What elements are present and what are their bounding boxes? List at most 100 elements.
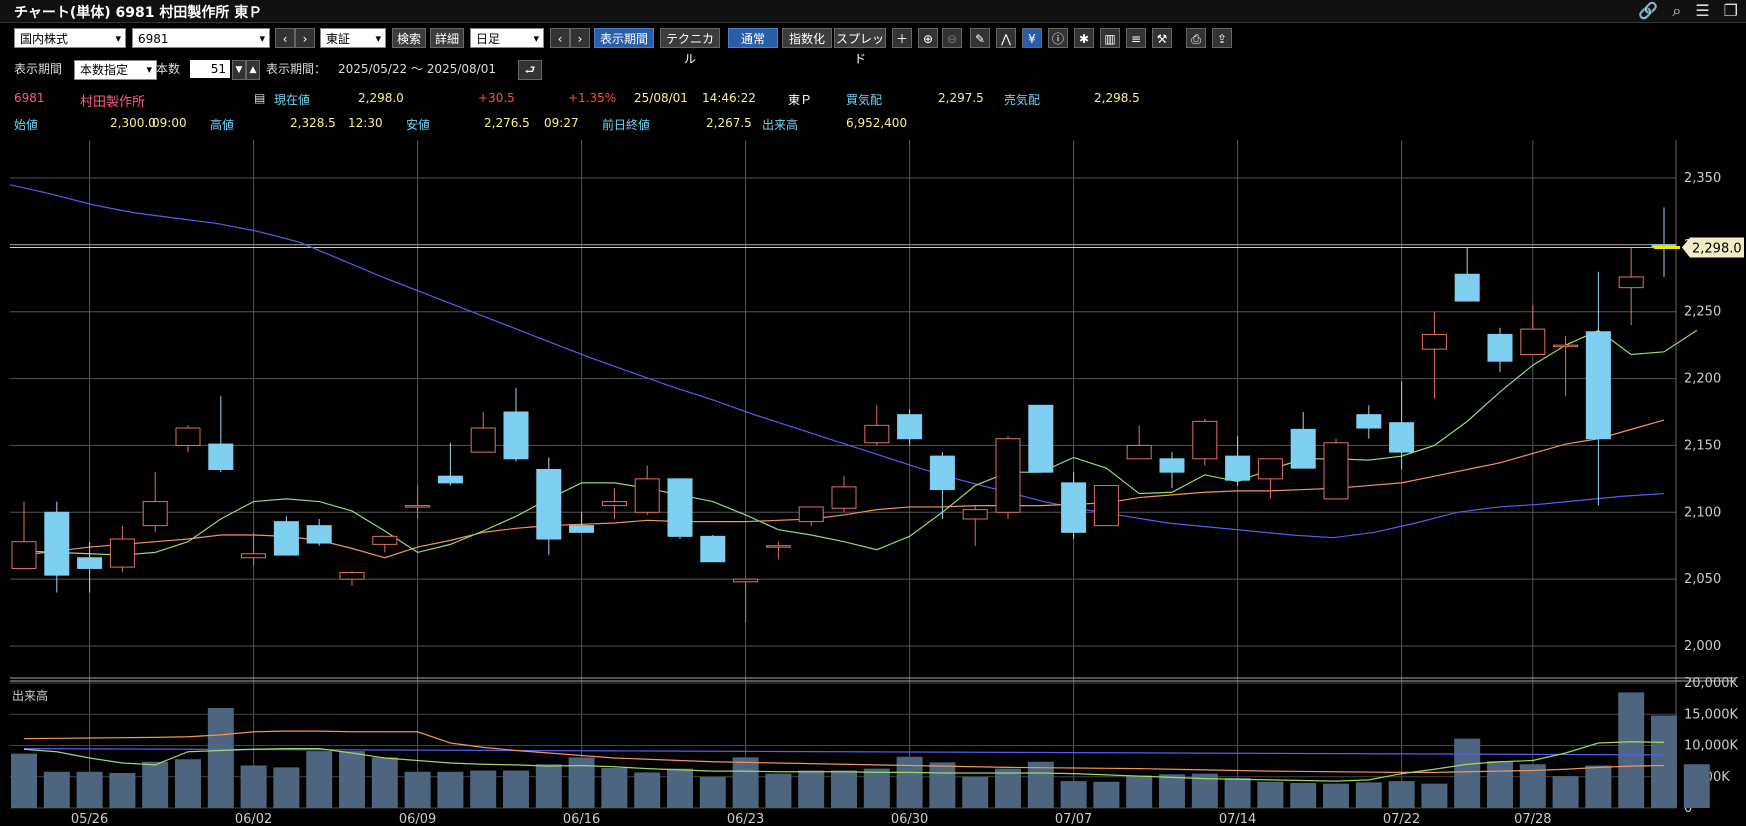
volume-bar (831, 770, 857, 808)
count-up-button[interactable]: ▲ (246, 60, 260, 80)
window-title: チャート(単体) 6981 村田製作所 東Ｐ (14, 5, 263, 21)
candle (470, 412, 496, 453)
volume-bar (699, 776, 726, 808)
pen-icon[interactable]: ✎ (970, 28, 990, 48)
candle (929, 452, 955, 519)
count-down-button[interactable]: ▼ (232, 60, 246, 80)
candle-body (1192, 420, 1218, 460)
prev-period-button[interactable]: ‹ (550, 28, 570, 48)
yen-icon[interactable]: ¥ (1022, 28, 1042, 48)
period-select[interactable]: 日足 (470, 28, 544, 49)
candle-body (831, 486, 857, 509)
candle-body (1290, 428, 1316, 469)
reset-icon[interactable]: ⮐ (518, 60, 542, 80)
prev-close-value: 2,267.5 (706, 116, 752, 130)
volume-bar (667, 768, 693, 808)
candle-body (1257, 458, 1283, 480)
date-axis-label: 06/02 (235, 812, 272, 826)
period-mode-select[interactable]: 本数指定 (74, 60, 157, 80)
market-select[interactable]: 国内株式 (14, 28, 126, 49)
volume-bar (1487, 761, 1513, 808)
date-axis-label: 07/14 (1219, 812, 1256, 826)
quote-time: 14:46:22 (702, 91, 756, 105)
candle-body (1585, 331, 1611, 440)
technical-button[interactable]: テクニカル (660, 28, 720, 66)
price-axis-label: 2,100 (1684, 505, 1721, 520)
volume-axis-label: 15,000K (1684, 707, 1738, 722)
search-icon[interactable]: ⌕ (1672, 1, 1682, 20)
candle (962, 505, 988, 546)
candle (536, 457, 562, 556)
price-axis-label: 2,350 (1684, 171, 1721, 186)
zoom-out-icon[interactable]: ⊖ (942, 28, 962, 48)
volume-axis-label: 0 (1684, 801, 1692, 816)
candle (831, 476, 857, 513)
level-icon[interactable]: ≡ (1126, 28, 1146, 48)
candle (175, 425, 201, 453)
crosshair-icon[interactable]: ＋ (892, 28, 912, 48)
volume-panel-label: 出来高 (12, 688, 48, 703)
candle-body (1421, 333, 1447, 350)
volume-bar (306, 751, 333, 808)
candle-body (798, 506, 824, 523)
volume-bar (1585, 765, 1612, 808)
display-period-button[interactable]: 表示期間 (594, 28, 654, 48)
price-axis-label: 2,050 (1684, 572, 1721, 587)
link-icon[interactable]: 🔗 (1638, 1, 1659, 20)
export-icon[interactable]: ⇪ (1212, 28, 1232, 48)
count-input[interactable]: 51 (190, 60, 230, 78)
info-icon[interactable]: ⓘ (1048, 28, 1068, 48)
candle-body (175, 427, 201, 446)
volume-bar (1552, 776, 1579, 808)
candle (44, 501, 70, 593)
bar-chart-icon[interactable]: ▥ (1100, 28, 1120, 48)
volume-value: 6,952,400 (846, 116, 908, 130)
restore-icon[interactable]: ❐ (1723, 1, 1738, 20)
stock-chart[interactable]: 2,0002,0502,1002,1502,2002,2502,3002,350… (0, 138, 1746, 826)
period-label: 表示期間 (14, 62, 63, 76)
print-icon[interactable]: ⎙ (1186, 28, 1206, 48)
trend-icon[interactable]: ⋀ (996, 28, 1016, 48)
volume-bar (1290, 783, 1317, 808)
volume-bar (109, 773, 136, 808)
candle-body (1093, 485, 1119, 527)
open-value: 2,300.0 (110, 116, 156, 130)
index-button[interactable]: 指数化 (782, 28, 832, 48)
my-icon[interactable]: ✱ (1074, 28, 1094, 48)
candle-body (962, 509, 988, 520)
next-period-button[interactable]: › (570, 28, 590, 48)
next-code-button[interactable]: › (295, 28, 315, 48)
code-input[interactable]: 6981 (132, 28, 270, 49)
volume-bar (962, 776, 989, 808)
search-button[interactable]: 検索 (392, 28, 426, 48)
candle (667, 478, 693, 540)
wrench-icon[interactable]: ⚒ (1152, 28, 1172, 48)
volume-bar (798, 770, 825, 808)
prev-code-button[interactable]: ‹ (275, 28, 295, 48)
detail-button[interactable]: 詳細 (430, 28, 464, 48)
candle-body (1225, 455, 1251, 481)
quote-market: 東Ｐ (788, 93, 813, 107)
candle-body (864, 424, 890, 444)
candle (142, 472, 168, 533)
candle-body (897, 414, 923, 440)
low-time: 09:27 (544, 116, 579, 130)
candle (1192, 418, 1218, 466)
candle (1651, 207, 1677, 277)
zoom-in-icon[interactable]: ⊕ (918, 28, 938, 48)
spread-button[interactable]: スプレッド (834, 28, 886, 66)
memo-icon[interactable]: ▤ (254, 91, 266, 105)
exchange-select[interactable]: 東証 (320, 28, 386, 49)
volume-bar (863, 768, 890, 808)
candle-body (503, 411, 529, 460)
candle-body (1323, 442, 1349, 500)
candle (1618, 247, 1644, 326)
normal-button[interactable]: 通常 (728, 28, 778, 48)
candle (437, 442, 463, 486)
volume-bar (535, 764, 562, 808)
candle-body (11, 541, 37, 569)
price-axis-label: 2,150 (1684, 438, 1721, 453)
candle-body (1061, 482, 1087, 533)
menu-icon[interactable]: ☰ (1695, 1, 1710, 20)
volume-bar (339, 751, 365, 808)
